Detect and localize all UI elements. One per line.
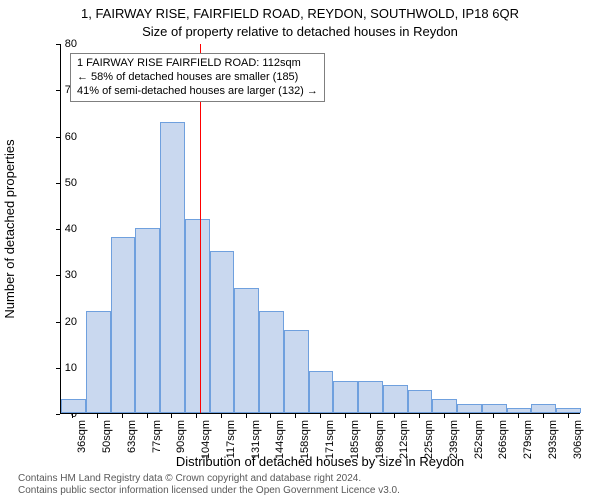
x-tick-mark xyxy=(122,414,123,418)
x-axis-label: Distribution of detached houses by size … xyxy=(60,454,580,469)
x-tick-mark xyxy=(270,414,271,418)
x-tick-mark xyxy=(394,414,395,418)
x-tick-mark xyxy=(370,414,371,418)
y-tick-mark xyxy=(56,414,60,415)
x-tick-mark xyxy=(320,414,321,418)
footer-line-1: Contains HM Land Registry data © Crown c… xyxy=(18,473,400,485)
histogram-bar xyxy=(284,330,309,413)
chart-container: 1, FAIRWAY RISE, FAIRFIELD ROAD, REYDON,… xyxy=(0,0,600,500)
histogram-bar xyxy=(185,219,210,413)
histogram-bar xyxy=(507,408,532,413)
x-tick-mark xyxy=(171,414,172,418)
annotation-line-3: 41% of semi-detached houses are larger (… xyxy=(77,85,318,99)
x-tick-label: 63sqm xyxy=(126,420,138,453)
annotation-box: 1 FAIRWAY RISE FAIRFIELD ROAD: 112sqm ← … xyxy=(70,53,325,102)
x-tick-mark xyxy=(72,414,73,418)
histogram-bar xyxy=(259,311,284,413)
annotation-line-2: ← 58% of detached houses are smaller (18… xyxy=(77,71,318,85)
histogram-bar xyxy=(457,404,482,413)
x-tick-mark xyxy=(518,414,519,418)
x-tick-mark xyxy=(568,414,569,418)
footer-line-2: Contains public sector information licen… xyxy=(18,485,400,497)
histogram-bar xyxy=(61,399,86,413)
histogram-bar xyxy=(482,404,507,413)
x-tick-label: 90sqm xyxy=(175,420,187,453)
x-tick-label: 117sqm xyxy=(225,420,237,458)
histogram-bar xyxy=(383,385,408,413)
chart-address-title: 1, FAIRWAY RISE, FAIRFIELD ROAD, REYDON,… xyxy=(0,6,600,21)
x-tick-mark xyxy=(196,414,197,418)
x-tick-mark xyxy=(147,414,148,418)
x-tick-mark xyxy=(469,414,470,418)
histogram-bar xyxy=(160,122,185,413)
x-tick-mark xyxy=(295,414,296,418)
annotation-line-1: 1 FAIRWAY RISE FAIRFIELD ROAD: 112sqm xyxy=(77,57,318,71)
chart-subtitle: Size of property relative to detached ho… xyxy=(0,24,600,39)
histogram-bar xyxy=(86,311,111,413)
x-tick-mark xyxy=(246,414,247,418)
histogram-bar xyxy=(333,381,358,413)
histogram-bar xyxy=(234,288,259,413)
y-axis-label: Number of detached properties xyxy=(2,44,20,414)
histogram-bar xyxy=(210,251,235,413)
x-tick-mark xyxy=(444,414,445,418)
x-tick-mark xyxy=(493,414,494,418)
x-tick-label: 77sqm xyxy=(151,420,163,453)
x-tick-mark xyxy=(419,414,420,418)
histogram-bar xyxy=(309,371,334,413)
x-tick-label: 36sqm xyxy=(76,420,88,453)
x-tick-mark xyxy=(97,414,98,418)
x-tick-label: 50sqm xyxy=(101,420,113,453)
histogram-bar xyxy=(408,390,433,413)
x-tick-mark xyxy=(221,414,222,418)
histogram-bar xyxy=(531,404,556,413)
histogram-bar xyxy=(111,237,136,413)
histogram-bar xyxy=(358,381,383,413)
footer-attribution: Contains HM Land Registry data © Crown c… xyxy=(18,473,400,496)
x-tick-mark xyxy=(345,414,346,418)
histogram-bar xyxy=(556,408,581,413)
histogram-bar xyxy=(135,228,160,413)
x-tick-mark xyxy=(543,414,544,418)
histogram-bar xyxy=(432,399,457,413)
